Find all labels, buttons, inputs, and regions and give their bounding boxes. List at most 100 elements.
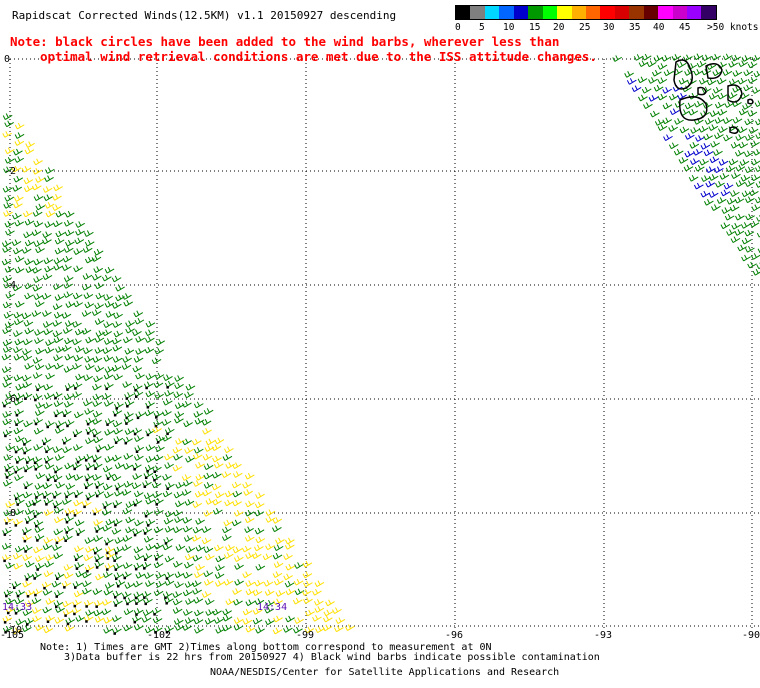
wind-barb <box>135 372 145 380</box>
wind-barb <box>22 348 32 356</box>
wind-barb <box>222 608 232 616</box>
wind-barb <box>84 537 95 544</box>
wind-barb <box>35 472 46 480</box>
contamination-marker <box>3 404 6 408</box>
wind-barb <box>31 597 42 605</box>
contamination-marker <box>65 531 68 534</box>
wind-barb <box>754 100 760 108</box>
contamination-marker <box>46 425 49 429</box>
wind-barb <box>5 228 15 236</box>
wind-barb <box>102 599 112 606</box>
wind-barb <box>745 245 755 253</box>
wind-barb <box>43 194 54 202</box>
wind-barb <box>43 570 54 578</box>
wind-barb <box>12 284 23 292</box>
wind-barb <box>43 257 54 265</box>
wind-barb <box>214 580 225 587</box>
wind-barb <box>255 536 266 544</box>
legend-swatch <box>629 6 644 19</box>
contamination-marker <box>63 441 66 445</box>
wind-barb <box>301 589 312 596</box>
wind-barb <box>304 626 315 634</box>
contamination-marker <box>14 450 18 454</box>
wind-barb <box>173 526 183 534</box>
wind-barb <box>174 500 185 508</box>
wind-barb <box>73 411 84 419</box>
contamination-marker <box>53 495 56 499</box>
wind-barb <box>62 255 73 263</box>
wind-barb <box>708 174 719 181</box>
legend-swatch <box>614 6 630 19</box>
wind-barb <box>3 374 13 382</box>
contamination-marker <box>144 558 147 561</box>
wind-barb <box>145 373 156 380</box>
wind-barb <box>703 199 714 206</box>
wind-barb <box>695 135 705 142</box>
wind-barb <box>63 220 74 227</box>
wind-barb <box>83 554 94 562</box>
wind-barb <box>708 93 719 100</box>
wind-barb <box>34 483 45 490</box>
wind-barb <box>717 92 728 100</box>
contamination-marker <box>23 539 27 543</box>
wind-barb <box>134 317 145 325</box>
wind-barb <box>255 563 266 571</box>
wind-barb <box>5 597 15 605</box>
wind-barb <box>164 525 175 533</box>
wind-barb <box>43 537 54 544</box>
wind-barb <box>693 182 704 190</box>
wind-barb <box>64 462 74 470</box>
wind-barb <box>631 85 642 93</box>
wind-barb <box>111 337 122 345</box>
wind-barb <box>33 194 44 202</box>
contamination-marker <box>95 559 99 562</box>
wind-barb <box>103 294 113 301</box>
wind-barb <box>727 92 738 99</box>
wind-barb <box>132 365 143 373</box>
wind-barb <box>192 501 203 508</box>
wind-barb <box>262 553 273 561</box>
wind-barb <box>254 598 265 605</box>
contamination-note-line1: Note: black circles have been added to t… <box>10 34 560 49</box>
wind-barb <box>104 444 115 451</box>
contamination-marker <box>73 514 77 517</box>
wind-barb <box>285 563 296 571</box>
contamination-marker <box>133 533 137 537</box>
wind-barb <box>323 609 334 617</box>
time-label-1434: 14:34 <box>257 602 287 613</box>
wind-barb <box>242 608 253 616</box>
wind-barb <box>3 202 14 209</box>
legend-swatch <box>557 6 572 19</box>
wind-barb <box>748 189 759 197</box>
wind-barb <box>45 363 55 370</box>
wind-barb <box>265 618 275 626</box>
wind-barb <box>684 102 695 110</box>
wind-barb <box>155 572 165 579</box>
wind-barb <box>2 301 13 309</box>
wind-barb <box>145 497 156 505</box>
wind-barb <box>83 292 94 300</box>
contamination-marker <box>4 434 7 438</box>
wind-barb <box>264 606 275 614</box>
wind-barb <box>264 589 275 596</box>
wind-barb <box>82 587 92 595</box>
wind-barb <box>203 463 214 470</box>
wind-barb <box>24 363 34 370</box>
wind-barb <box>133 356 144 363</box>
wind-barb <box>35 176 45 183</box>
wind-barb <box>245 625 256 633</box>
legend-swatch <box>672 6 687 19</box>
wind-barb <box>54 237 65 245</box>
contamination-marker <box>73 467 76 471</box>
wind-barb <box>23 420 33 428</box>
wind-barb <box>223 519 234 527</box>
wind-barb <box>211 483 222 491</box>
wind-barb <box>105 311 116 318</box>
wind-barb <box>4 195 15 202</box>
wind-barb <box>747 261 757 269</box>
contamination-marker <box>106 557 110 560</box>
wind-barb <box>203 546 214 553</box>
wind-barb <box>13 175 24 183</box>
wind-barb <box>92 474 102 481</box>
wind-barb <box>44 221 55 228</box>
